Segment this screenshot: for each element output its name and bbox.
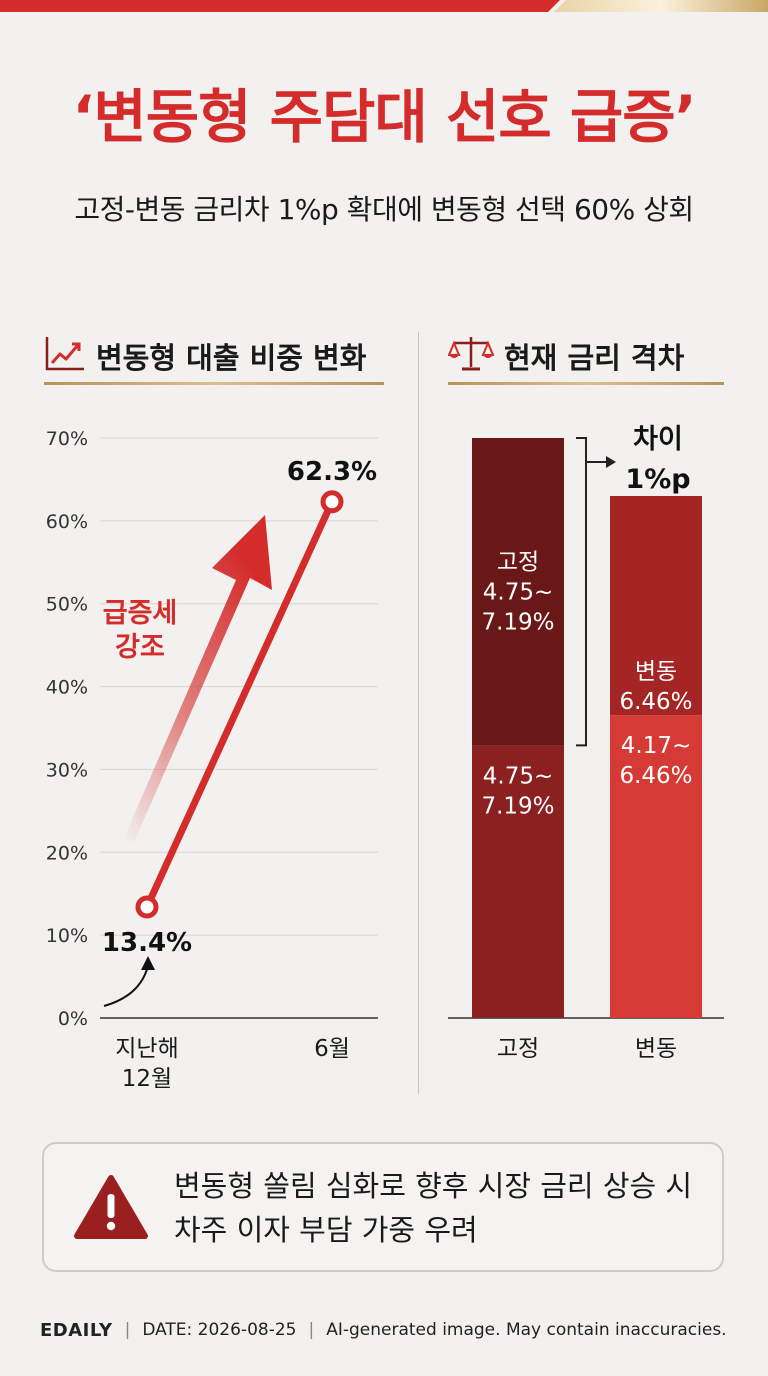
y-tick-label: 40% — [46, 677, 88, 699]
warning-triangle-icon — [74, 1174, 148, 1244]
headline: ‘변동형 주담대 선호 급증’ — [72, 83, 696, 151]
right-panel-rule — [448, 382, 724, 385]
x-tick-label: 변동 — [635, 1036, 677, 1062]
segment-label: 고정 4.75~ 7.19% — [481, 550, 554, 636]
trend-line-chart-icon — [44, 333, 86, 380]
footer-separator: | — [124, 1320, 131, 1340]
footer-separator: | — [308, 1320, 315, 1340]
segment-label: 4.75~ 7.19% — [481, 763, 554, 819]
note-line: 차주 이자 부담 가중 우려 — [174, 1213, 478, 1247]
data-point — [320, 490, 344, 514]
top-accent-bar — [0, 0, 768, 12]
footer-brand: EDAILY — [40, 1319, 113, 1341]
difference-bracket — [576, 437, 587, 747]
annotation-label: 급증세 강조 — [103, 598, 178, 663]
line-chart: 0% 10% 20% 30% 40% 50% 60% 70% 지난해 12월 6월 급증세 강조 13.4… — [46, 428, 378, 1092]
pointer-arrowhead-icon — [141, 956, 155, 970]
data-point — [135, 895, 159, 919]
x-tick-label: 고정 — [497, 1036, 539, 1062]
data-label: 13.4% — [102, 928, 192, 958]
note-line: 변동형 쏠림 심화로 향후 시장 금리 상승 시 — [174, 1169, 693, 1203]
x-tick-label: 6월 — [314, 1036, 350, 1062]
panel-divider — [418, 332, 419, 1094]
emphasis-arrow-icon — [124, 515, 272, 842]
left-panel-title: 변동형 대출 비중 변화 — [96, 341, 367, 375]
balance-scale-icon — [447, 333, 495, 380]
left-panel-rule — [44, 382, 384, 385]
bar-segment — [472, 745, 564, 1018]
pointer-arrow-icon — [103, 965, 149, 1007]
difference-label: 차이 1%p — [625, 424, 690, 495]
segment-label: 변동 6.46% — [619, 659, 692, 715]
series-line — [143, 498, 336, 911]
y-tick-label: 60% — [46, 511, 88, 533]
right-panel-title: 현재 금리 격차 — [504, 341, 685, 375]
bar-segment — [610, 715, 702, 1018]
footer-disclaimer: AI-generated image. May contain inaccura… — [326, 1320, 727, 1340]
x-tick-label: 지난해 12월 — [115, 1036, 178, 1092]
y-tick-label: 20% — [46, 842, 88, 864]
y-tick-label: 0% — [58, 1008, 88, 1030]
y-tick-label: 70% — [46, 428, 88, 450]
bar-segment — [610, 496, 702, 716]
segment-label: 4.17~ 6.46% — [619, 733, 692, 789]
difference-arrowhead-icon — [606, 456, 616, 468]
bar-chart: 4.75~ 7.19% 고정 4.75~ 7.19% 고정 4.17~ 6.46% 변동 6.46… — [448, 424, 724, 1062]
y-tick-label: 10% — [46, 925, 88, 947]
data-label: 62.3% — [287, 457, 377, 487]
subtitle: 고정-변동 금리차 1%p 확대에 변동형 선택 60% 상회 — [74, 193, 694, 226]
y-tick-label: 30% — [46, 759, 88, 781]
footer: EDAILY | DATE: 2026-08-25 | AI-generated… — [40, 1318, 740, 1342]
footer-date: DATE: 2026-08-25 — [142, 1320, 297, 1340]
left-panel-header: 변동형 대출 비중 변화 — [44, 332, 366, 380]
y-tick-label: 50% — [46, 594, 88, 616]
bar-segment — [472, 438, 564, 746]
right-panel-header: 현재 금리 격차 — [447, 332, 685, 380]
